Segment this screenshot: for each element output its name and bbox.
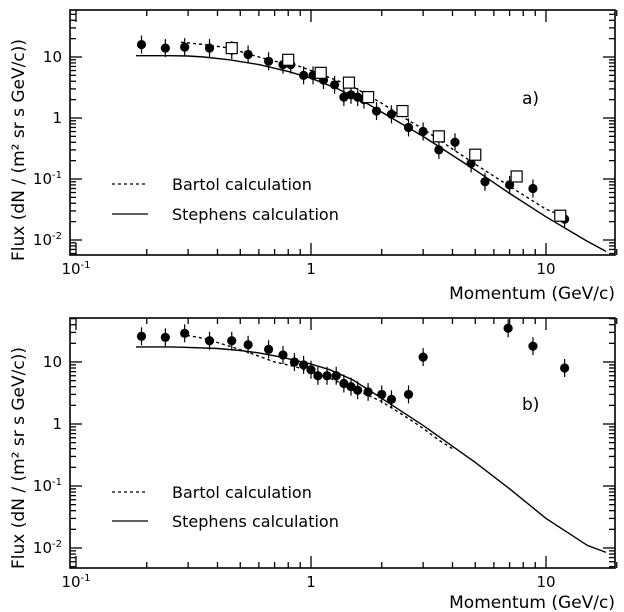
data-point: [363, 387, 373, 397]
data-point: [263, 344, 274, 354]
data-point: [450, 137, 460, 147]
panel-a-curves: [136, 41, 607, 253]
panel-a-label: a): [522, 89, 539, 109]
panel-a-y-axis-label: Flux (dN / (m² sr s GeV/c)): [9, 39, 29, 261]
data-point-square: [282, 53, 295, 66]
panel-b-ticks: [70, 318, 618, 568]
x-tick-label: 10: [536, 573, 555, 591]
data-point-square: [510, 170, 523, 183]
data-point: [403, 122, 414, 133]
data-point: [160, 332, 170, 342]
data-point: [243, 49, 253, 60]
data-point: [418, 352, 428, 362]
panel-a-markers: [136, 35, 570, 229]
panel-b-frame: [69, 317, 616, 569]
panel-b-y-axis-label: Flux (dN / (m² sr s GeV/c)): [9, 347, 29, 569]
data-point: [289, 357, 300, 367]
data-point: [339, 378, 349, 389]
panel-a-frame: [69, 9, 616, 256]
data-point: [434, 145, 444, 155]
x-tick-label: 1: [306, 573, 316, 591]
y-tick-label: 1: [52, 415, 62, 433]
data-point: [180, 328, 190, 338]
data-point: [528, 183, 538, 194]
panel-a-legend: Bartol calculation Stephens calculation: [112, 175, 339, 224]
data-point: [560, 363, 570, 373]
panel-b: 10-1 1 10 10 1 10-1 10-2 b) Bartol calculation…: [9, 317, 618, 612]
data-point: [136, 39, 147, 50]
panel-b-legend-bartol-label: Bartol calculation: [172, 483, 312, 502]
data-point: [227, 336, 237, 346]
data-point-square: [314, 66, 327, 79]
y-tick-label: 10-2: [33, 539, 62, 557]
data-point: [504, 180, 515, 190]
y-tick-label: 10-1: [33, 170, 62, 188]
data-point: [313, 371, 323, 381]
data-point: [418, 126, 428, 137]
y-tick-label: 10-2: [33, 231, 62, 249]
data-point: [204, 43, 215, 53]
x-tick-label: 10-1: [61, 573, 90, 591]
data-point-square: [432, 130, 445, 143]
data-point: [263, 56, 274, 66]
panel-b-legend: Bartol calculation Stephens calculation: [112, 483, 339, 531]
panel-b-markers: [136, 319, 570, 409]
panel-a-legend-stephens-label: Stephens calculation: [172, 205, 339, 224]
x-tick-label: 1: [306, 260, 316, 278]
data-point: [136, 331, 147, 341]
data-point: [339, 92, 349, 102]
panel-a-ticks: [70, 10, 618, 255]
panel-b-tick-labels: 10-1 1 10 10 1 10-1 10-2: [33, 353, 556, 591]
data-point-square: [362, 91, 375, 104]
data-point: [322, 371, 332, 381]
x-tick-label: 10: [536, 260, 555, 278]
data-point: [403, 389, 414, 400]
panel-b-x-axis-label: Momentum (GeV/c): [449, 593, 615, 612]
data-point: [160, 43, 170, 53]
stephens-calculation-line: [136, 346, 607, 554]
data-point: [353, 385, 363, 395]
y-tick-label: 10-1: [33, 477, 62, 495]
x-tick-label: 10-1: [61, 260, 90, 278]
panel-b-label: b): [522, 395, 539, 415]
data-point: [503, 323, 513, 333]
data-point: [306, 365, 316, 375]
data-point: [528, 341, 538, 351]
panel-a-legend-bartol-label: Bartol calculation: [172, 175, 312, 194]
data-point: [377, 389, 387, 400]
panel-a-x-axis-label: Momentum (GeV/c): [449, 284, 615, 304]
data-point-square: [225, 41, 238, 55]
data-point: [386, 394, 397, 404]
y-tick-label: 10: [43, 353, 62, 371]
data-point: [466, 158, 476, 169]
bartol-calculation-line: [181, 41, 565, 218]
y-tick-label: 10: [43, 48, 62, 66]
panel-a: 10-1 1 10 10 1 10-1 10-2 a) Bartol calculation…: [9, 9, 618, 304]
data-point-square: [554, 209, 567, 222]
data-point: [204, 336, 215, 346]
data-point: [331, 371, 341, 381]
panel-a-tick-labels: 10-1 1 10 10 1 10-1 10-2: [33, 48, 556, 278]
panel-b-legend-stephens-label: Stephens calculation: [172, 512, 339, 531]
data-point-square: [396, 104, 409, 118]
y-tick-label: 1: [52, 109, 62, 127]
data-point-square: [342, 76, 356, 89]
data-point: [480, 177, 490, 187]
data-point: [329, 80, 340, 90]
data-point-square: [469, 148, 482, 161]
data-point: [180, 42, 190, 52]
data-point: [278, 350, 288, 360]
data-point: [371, 106, 382, 116]
data-point: [298, 360, 309, 370]
data-point: [298, 70, 309, 80]
stephens-calculation-line: [136, 55, 607, 253]
data-point: [386, 109, 397, 119]
data-point: [243, 340, 253, 350]
